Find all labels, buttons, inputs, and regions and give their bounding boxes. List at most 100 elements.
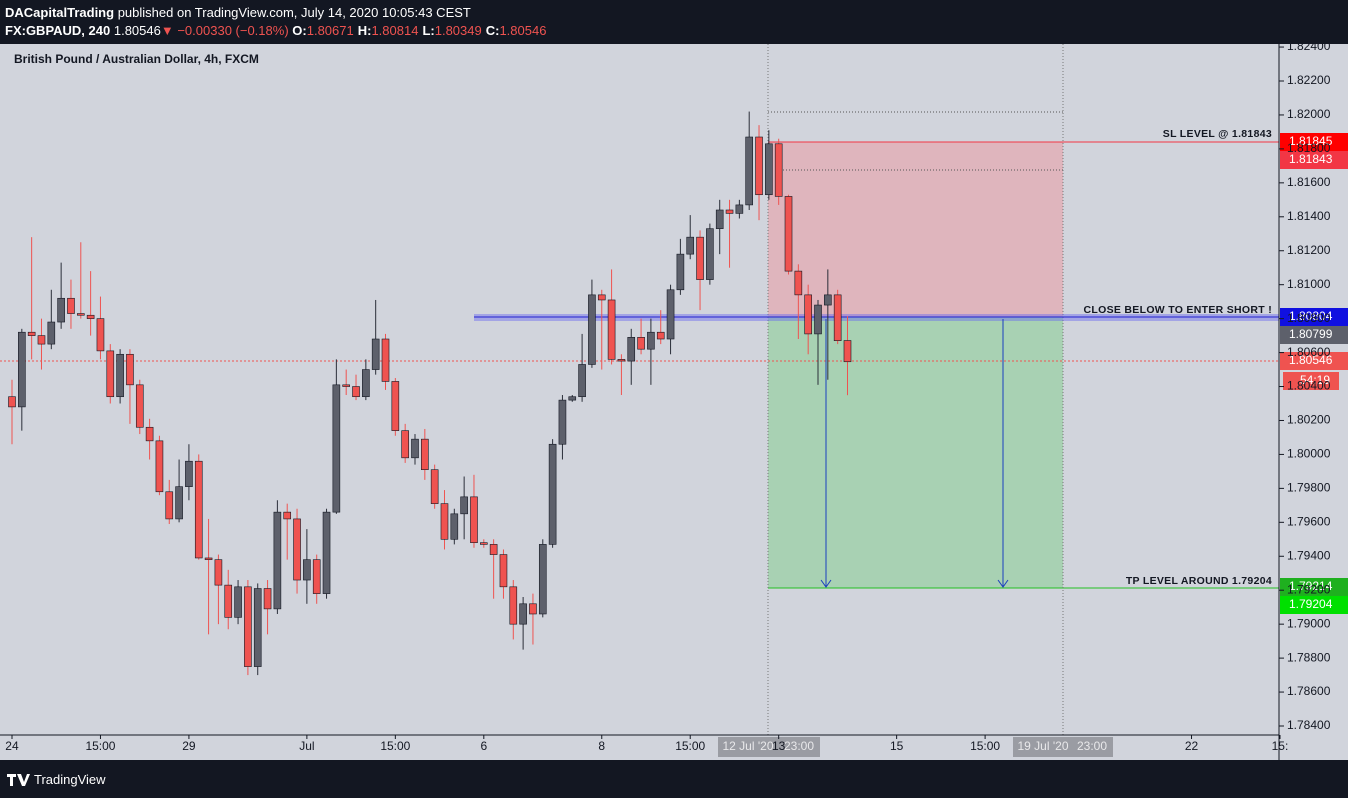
header: DACapitalTrading published on TradingVie… — [0, 0, 1348, 44]
price-label-box — [1280, 308, 1348, 326]
candle-body — [637, 337, 645, 350]
candle-body — [588, 294, 596, 365]
candle-body — [666, 289, 675, 340]
candle-body — [106, 350, 115, 398]
candle-body — [597, 294, 606, 301]
y-tick-label: 1.81400 — [1287, 209, 1331, 223]
price-label: 1.80804 — [1289, 309, 1333, 323]
price-label: 54:19 — [1300, 373, 1330, 387]
candle-body — [421, 438, 429, 471]
price-label: 1.80799 — [1289, 327, 1333, 341]
candle-body — [194, 460, 203, 559]
arrows — [820, 319, 1009, 588]
range-label-box — [1013, 737, 1073, 757]
author: DACapitalTrading — [5, 5, 115, 20]
candle-body — [578, 364, 586, 398]
candle-body — [381, 338, 390, 382]
range-label-box — [1071, 737, 1113, 757]
price-label-box — [1280, 578, 1348, 596]
range-label-box — [778, 737, 820, 757]
brand: TradingView — [34, 772, 106, 787]
candle-body — [499, 554, 508, 588]
x-tick-label: 15:00 — [675, 739, 705, 753]
candle-body — [204, 557, 213, 560]
y-tick-label: 1.81000 — [1287, 277, 1331, 291]
x-tick-label: 15:00 — [85, 739, 115, 753]
candle-body — [784, 196, 793, 272]
annotation: CLOSE BELOW TO ENTER SHORT ! — [1084, 304, 1272, 316]
candle-body — [155, 440, 164, 493]
candle-body — [706, 228, 714, 280]
header-line-2: FX:GBPAUD, 240 1.80546 ▼ −0.00330 (−0.18%… — [5, 23, 550, 38]
background — [0, 44, 1348, 760]
candle-body — [342, 384, 350, 387]
candle-body — [794, 270, 803, 296]
candle-body — [833, 294, 842, 342]
change: ▼ −0.00330 (−0.18%) — [160, 23, 289, 38]
y-tick-label: 1.81800 — [1287, 141, 1331, 155]
ohlc-value: 1.80814 — [371, 23, 419, 38]
candle-body — [234, 586, 242, 618]
x-tick-label: 15:00 — [380, 739, 410, 753]
candle-body — [57, 297, 65, 323]
ohlc-value: 1.80546 — [499, 23, 547, 38]
candle-body — [391, 381, 400, 431]
candle-body — [96, 318, 105, 352]
candle-body — [224, 584, 233, 618]
candle-body — [76, 313, 85, 316]
x-tick-label: Jul — [299, 739, 314, 753]
price-label: 1.79204 — [1289, 597, 1333, 611]
candle-body — [8, 396, 16, 408]
price-label-box — [1280, 352, 1348, 370]
chart-title: British Pound / Australian Dollar, 4h, F… — [14, 52, 259, 66]
candle-body — [647, 331, 655, 350]
candle-body — [568, 396, 577, 401]
x-tick-label: 29 — [182, 739, 196, 753]
candle-body — [804, 294, 812, 335]
overlay: SL LEVEL @ 1.81843 CLOSE BELOW TO ENTER S… — [718, 128, 1348, 757]
y-tick-label: 1.79600 — [1287, 514, 1331, 528]
candle-body — [214, 559, 223, 586]
range-label-box — [718, 737, 778, 757]
candle-body — [676, 253, 685, 291]
candle-body — [617, 359, 626, 362]
candle-body — [538, 544, 547, 615]
x-tick-label: 8 — [598, 739, 605, 753]
candle-body — [283, 511, 292, 520]
candle-body — [303, 559, 311, 581]
annotation: SL LEVEL @ 1.81843 — [1163, 128, 1272, 140]
x-tick-label: 15: — [1272, 739, 1289, 753]
y-tick-label: 1.80000 — [1287, 447, 1331, 461]
footer: TradingView — [0, 760, 1348, 798]
candle-body — [745, 136, 753, 206]
candle-body — [656, 331, 665, 340]
position-box — [767, 44, 1279, 735]
candle-body — [519, 603, 527, 625]
ohlc-label: H: — [357, 23, 372, 38]
candles — [8, 111, 852, 676]
x-tick-label: 6 — [480, 739, 487, 753]
candle-body — [607, 299, 616, 360]
price-label: 1.81843 — [1289, 152, 1333, 166]
y-tick-label: 1.81200 — [1287, 243, 1331, 257]
candle-body — [430, 469, 439, 504]
y-tick-label: 1.82000 — [1287, 107, 1331, 121]
y-tick-label: 1.80200 — [1287, 413, 1331, 427]
candle-body — [244, 586, 252, 667]
candle-body — [548, 443, 557, 545]
y-tick-label: 1.81600 — [1287, 175, 1331, 189]
price-label-box — [1280, 596, 1348, 614]
candle-body — [824, 294, 832, 306]
candle-body — [529, 603, 537, 615]
ohlc-value: 1.80349 — [434, 23, 482, 38]
symbol: FX:GBPAUD, 240 — [5, 23, 111, 38]
candle-body — [332, 384, 341, 513]
candle-body — [116, 353, 124, 398]
candle-body — [352, 386, 360, 398]
price-label: 1.80546 — [1289, 353, 1333, 367]
logo — [7, 774, 30, 786]
y-tick-label: 1.78800 — [1287, 650, 1331, 664]
candle-body — [401, 430, 409, 459]
candle-body — [135, 384, 144, 428]
